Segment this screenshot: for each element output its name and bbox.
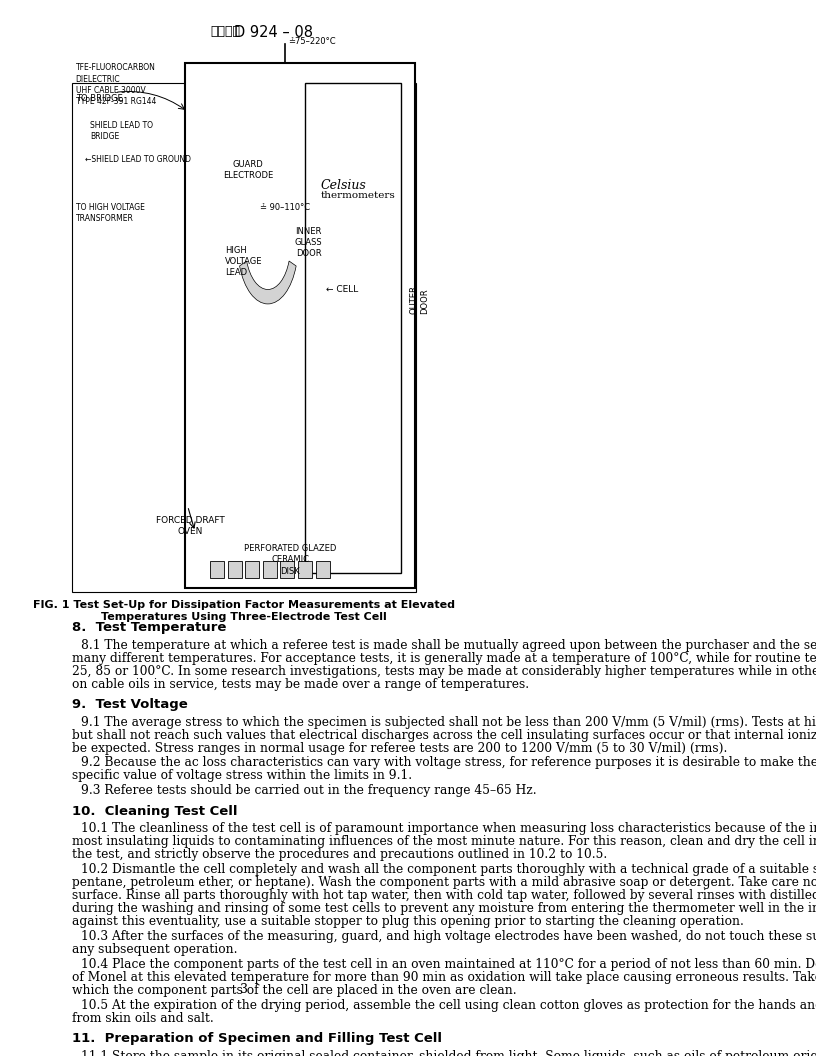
Text: 8.1 The temperature at which a referee test is made shall be mutually agreed upo: 8.1 The temperature at which a referee t… — [82, 639, 816, 652]
Text: pentane, petroleum ether, or heptane). Wash the component parts with a mild abra: pentane, petroleum ether, or heptane). W… — [73, 876, 816, 889]
Text: TFE-FLUOROCARBON
DIELECTRIC
UHF CABLE 3000V
TYPE 42F-391 RG144: TFE-FLUOROCARBON DIELECTRIC UHF CABLE 30… — [76, 63, 156, 106]
Text: FORCED DRAFT
OVEN: FORCED DRAFT OVEN — [156, 515, 224, 535]
Text: be expected. Stress ranges in normal usage for referee tests are 200 to 1200 V/m: be expected. Stress ranges in normal usa… — [73, 741, 728, 755]
Text: ⒶⓈⓉⓜ: ⒶⓈⓉⓜ — [211, 25, 240, 38]
Bar — [305, 82, 401, 573]
Bar — [211, 561, 224, 578]
Text: 10.1 The cleanliness of the test cell is of paramount importance when measuring : 10.1 The cleanliness of the test cell is… — [82, 823, 816, 835]
Text: surface. Rinse all parts thoroughly with hot tap water, then with cold tap water: surface. Rinse all parts thoroughly with… — [73, 889, 816, 902]
Text: thermometers: thermometers — [321, 191, 395, 201]
Text: 10.4 Place the component parts of the test cell in an oven maintained at 110°C f: 10.4 Place the component parts of the te… — [82, 958, 816, 970]
Text: but shall not reach such values that electrical discharges across the cell insul: but shall not reach such values that ele… — [73, 729, 816, 741]
Text: any subsequent operation.: any subsequent operation. — [73, 943, 237, 956]
Text: 9.  Test Voltage: 9. Test Voltage — [73, 698, 188, 712]
Text: 3: 3 — [240, 983, 248, 997]
Text: 8.  Test Temperature: 8. Test Temperature — [73, 621, 227, 635]
Text: on cable oils in service, tests may be made over a range of temperatures.: on cable oils in service, tests may be m… — [73, 678, 530, 691]
Text: ≟75–220°C: ≟75–220°C — [288, 37, 335, 46]
Text: SHIELD LEAD TO
BRIDGE: SHIELD LEAD TO BRIDGE — [90, 121, 153, 142]
Bar — [185, 63, 415, 587]
Bar — [263, 561, 277, 578]
Text: 11.1 Store the sample in its original sealed container, shielded from light. Som: 11.1 Store the sample in its original se… — [82, 1050, 816, 1056]
Bar — [73, 82, 416, 592]
Text: during the washing and rinsing of some test cells to prevent any moisture from e: during the washing and rinsing of some t… — [73, 902, 816, 916]
Text: 10.3 After the surfaces of the measuring, guard, and high voltage electrodes hav: 10.3 After the surfaces of the measuring… — [82, 930, 816, 943]
Text: Celsius: Celsius — [321, 178, 366, 192]
Text: HIGH
VOLTAGE
LEAD: HIGH VOLTAGE LEAD — [225, 246, 263, 278]
Text: FIG. 1 Test Set-Up for Dissipation Factor Measurements at Elevated Temperatures : FIG. 1 Test Set-Up for Dissipation Facto… — [33, 600, 455, 622]
Text: 10.5 At the expiration of the drying period, assemble the cell using clean cotto: 10.5 At the expiration of the drying per… — [82, 999, 816, 1012]
Text: 10.2 Dismantle the cell completely and wash all the component parts thoroughly w: 10.2 Dismantle the cell completely and w… — [82, 863, 816, 876]
Text: D 924 – 08: D 924 – 08 — [234, 25, 313, 40]
Text: OUTER
DOOR: OUTER DOOR — [410, 285, 429, 314]
Text: specific value of voltage stress within the limits in 9.1.: specific value of voltage stress within … — [73, 770, 412, 782]
Bar — [298, 561, 312, 578]
Text: 25, 85 or 100°C. In some research investigations, tests may be made at considera: 25, 85 or 100°C. In some research invest… — [73, 664, 816, 678]
Text: PERFORATED GLAZED
CERAMIC
DISK: PERFORATED GLAZED CERAMIC DISK — [244, 545, 337, 576]
Bar — [316, 561, 330, 578]
Bar — [246, 561, 259, 578]
Text: TO BRIDGE: TO BRIDGE — [76, 94, 122, 103]
Text: of Monel at this elevated temperature for more than 90 min as oxidation will tak: of Monel at this elevated temperature fo… — [73, 970, 816, 984]
Text: ←SHIELD LEAD TO GROUND: ←SHIELD LEAD TO GROUND — [85, 155, 191, 164]
Text: INNER
GLASS
DOOR: INNER GLASS DOOR — [295, 227, 322, 258]
Text: 9.3 Referee tests should be carried out in the frequency range 45–65 Hz.: 9.3 Referee tests should be carried out … — [82, 785, 537, 797]
Text: ≟ 90–110°C: ≟ 90–110°C — [260, 203, 310, 212]
Wedge shape — [240, 261, 296, 304]
Bar — [281, 561, 295, 578]
Text: ← CELL: ← CELL — [326, 285, 357, 294]
Text: most insulating liquids to contaminating influences of the most minute nature. F: most insulating liquids to contaminating… — [73, 835, 816, 848]
Bar — [228, 561, 242, 578]
Text: which the component parts of the cell are placed in the oven are clean.: which the component parts of the cell ar… — [73, 984, 517, 997]
Text: from skin oils and salt.: from skin oils and salt. — [73, 1012, 214, 1024]
Text: the test, and strictly observe the procedures and precautions outlined in 10.2 t: the test, and strictly observe the proce… — [73, 848, 607, 862]
Text: against this eventuality, use a suitable stopper to plug this opening prior to s: against this eventuality, use a suitable… — [73, 916, 744, 928]
Text: 9.2 Because the ac loss characteristics can vary with voltage stress, for refere: 9.2 Because the ac loss characteristics … — [82, 756, 816, 770]
Text: TO HIGH VOLTAGE
TRANSFORMER: TO HIGH VOLTAGE TRANSFORMER — [76, 203, 144, 223]
Text: GUARD
ELECTRODE: GUARD ELECTRODE — [223, 159, 273, 180]
Text: 10.  Cleaning Test Cell: 10. Cleaning Test Cell — [73, 805, 237, 818]
Text: 11.  Preparation of Specimen and Filling Test Cell: 11. Preparation of Specimen and Filling … — [73, 1033, 442, 1045]
Text: many different temperatures. For acceptance tests, it is generally made at a tem: many different temperatures. For accepta… — [73, 652, 816, 664]
Text: 9.1 The average stress to which the specimen is subjected shall not be less than: 9.1 The average stress to which the spec… — [82, 716, 816, 729]
